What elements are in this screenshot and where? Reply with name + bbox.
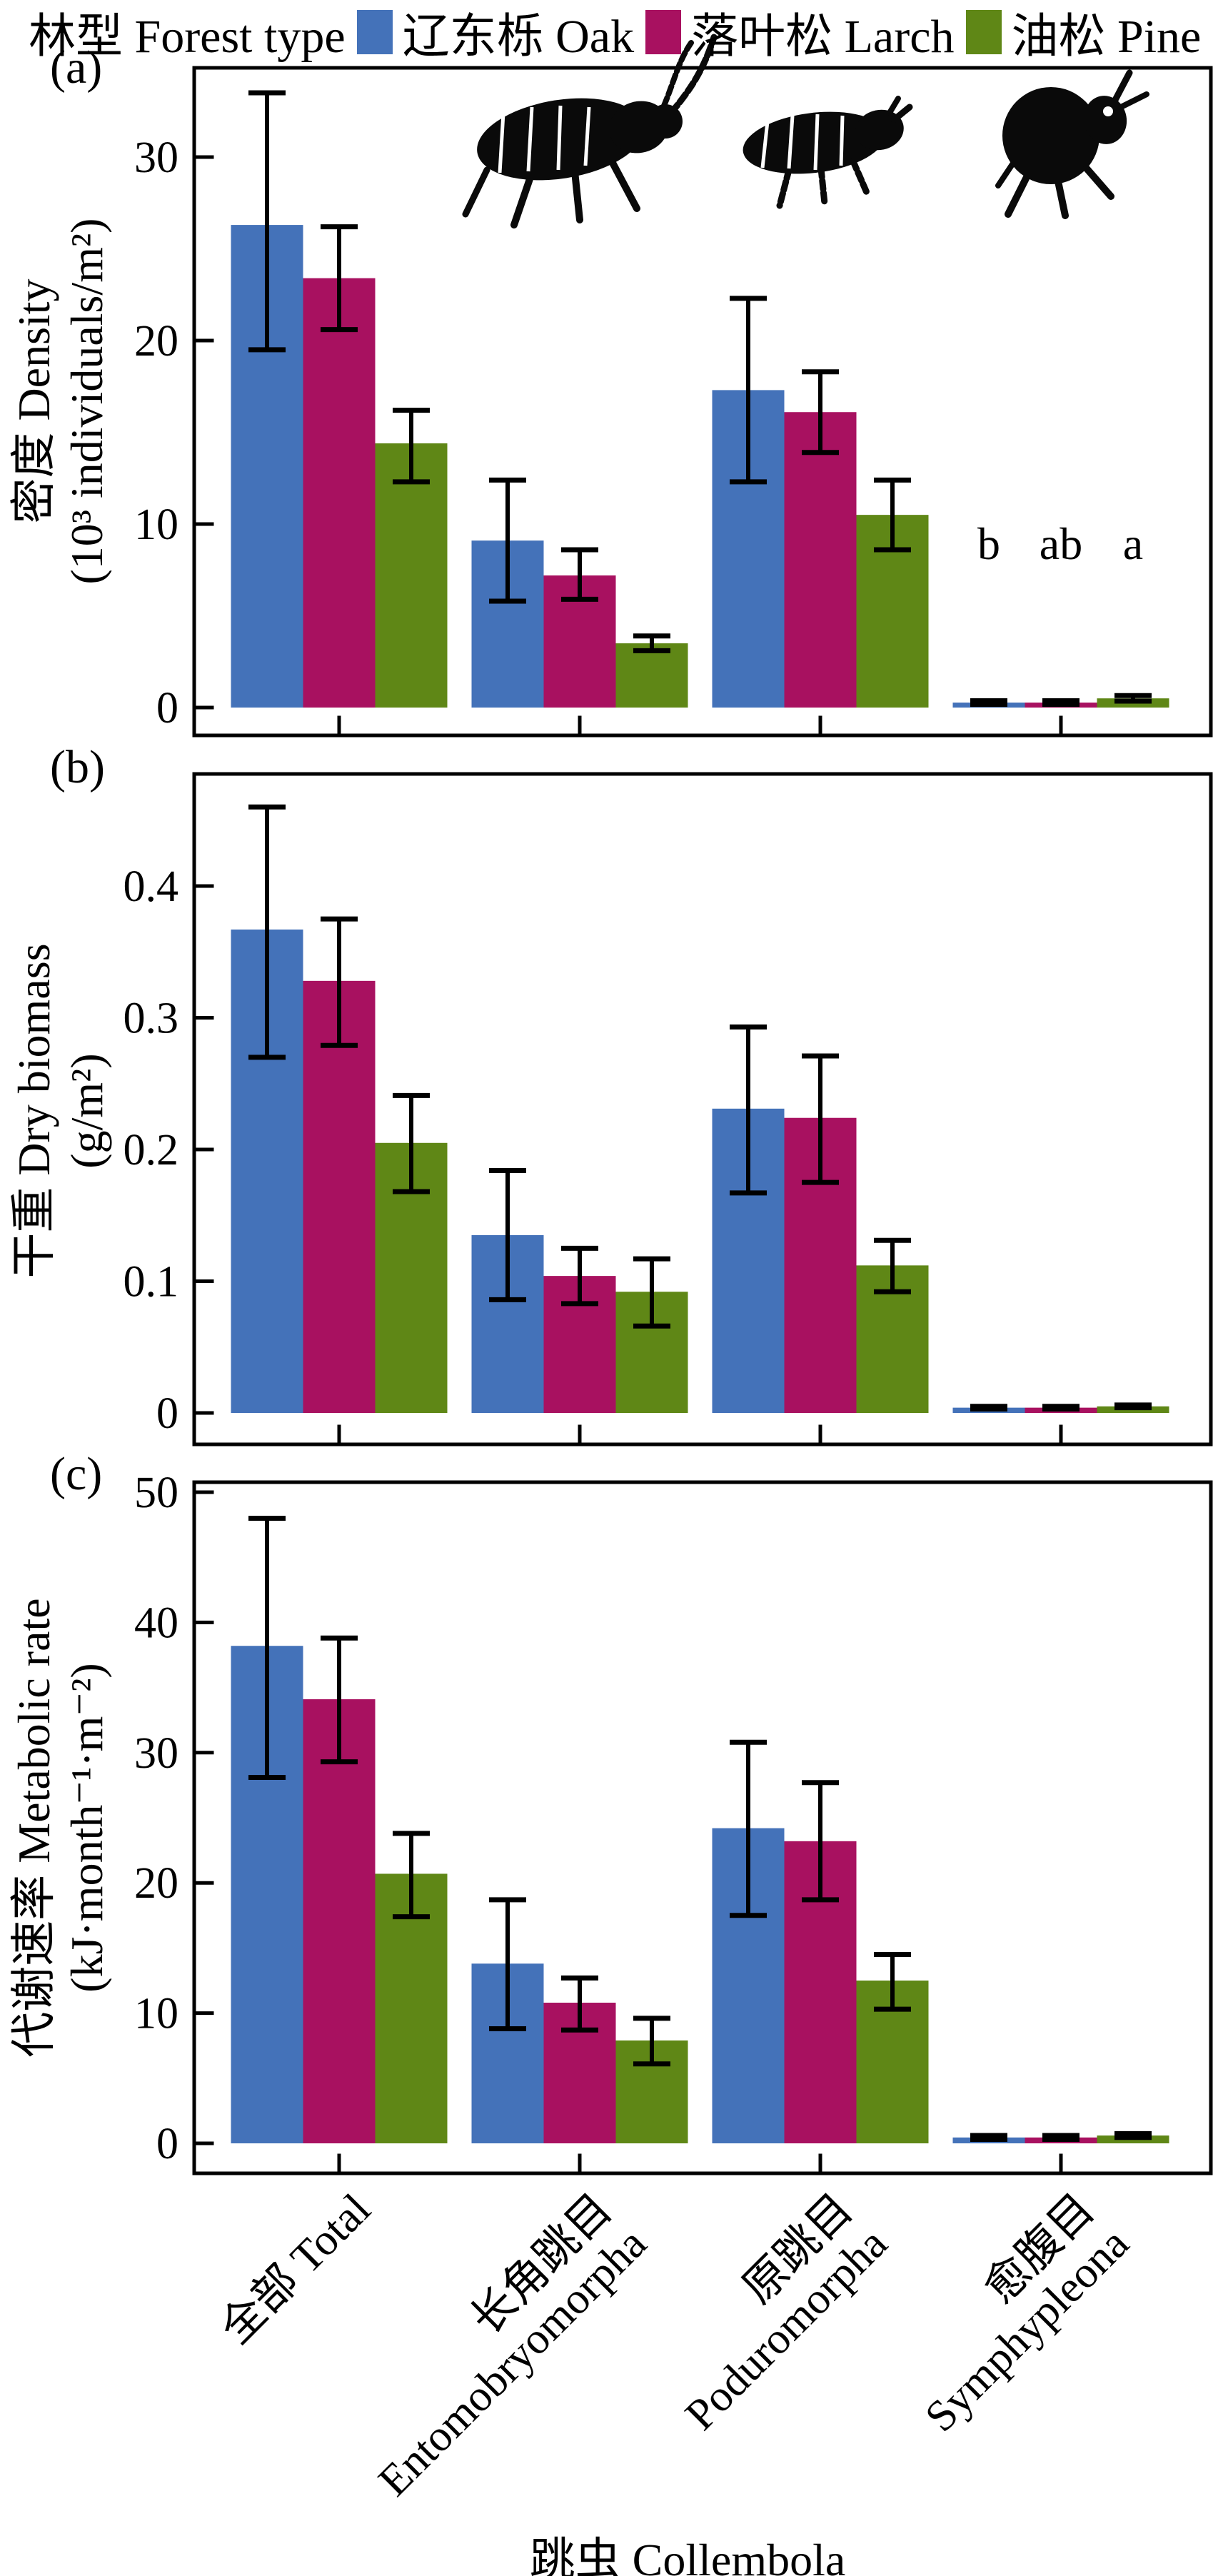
legend-label-larch: 落叶松 Larch <box>691 11 955 63</box>
y-tick-label: 50 <box>134 1469 178 1517</box>
y-axis-label-density: 密度 Density (10³ individuals/m²) <box>8 59 114 744</box>
y-tick-label: 0 <box>156 684 178 733</box>
panel-frame-(c) <box>192 1480 1213 2175</box>
entomobryomorpha-springtail-icon <box>462 34 718 228</box>
bar-(a)-g1-s2 <box>615 643 688 708</box>
bar-(a)-g0-s2 <box>375 443 448 708</box>
panel-frame-(b) <box>192 772 1213 1447</box>
y-axis-label-biomass-line2: (g/m²) <box>61 1053 112 1169</box>
y-axis-label-metabolic-line1: 代谢速率 Metabolic rate <box>9 1598 59 2058</box>
y-tick-label: 10 <box>134 1990 178 2038</box>
legend-title: 林型 Forest type <box>29 11 346 63</box>
legend-item-pine: 油松 Pine <box>965 0 1202 66</box>
y-tick-label: 0.3 <box>124 995 179 1043</box>
chart-legend: 林型 Forest type 辽东栎 Oak 落叶松 Larch 油松 Pine <box>29 1 1201 63</box>
y-tick-label: 20 <box>134 317 178 366</box>
y-tick-label: 40 <box>134 1599 178 1647</box>
legend-label-pine: 油松 Pine <box>1011 11 1202 63</box>
oak-color-swatch <box>356 10 393 54</box>
y-tick-label: 0.2 <box>124 1126 179 1174</box>
poduromorpha-springtail-icon <box>743 96 913 209</box>
bar-(a)-g2-s1 <box>784 412 857 708</box>
panel-label-c: (c) <box>50 1448 103 1500</box>
significance-letter: ab <box>1040 518 1082 569</box>
y-axis-label-metabolic: 代谢速率 Metabolic rate (kJ·month⁻¹·m⁻²) <box>8 1485 114 2170</box>
y-tick-label: 0 <box>156 2120 178 2168</box>
pine-color-swatch <box>965 10 1002 54</box>
y-tick-label: 0.1 <box>124 1258 179 1307</box>
legend-item-oak: 辽东栎 Oak <box>356 0 635 66</box>
y-tick-label: 30 <box>134 134 178 182</box>
panel-label-b: (b) <box>50 741 105 793</box>
y-axis-label-metabolic-line2: (kJ·month⁻¹·m⁻²) <box>61 1663 112 1993</box>
significance-letter: a <box>1123 518 1143 569</box>
symphypleona-springtail-icon <box>995 69 1149 219</box>
y-tick-label: 0 <box>156 1389 178 1438</box>
legend-item-larch: 落叶松 Larch <box>645 0 955 66</box>
legend-label-oak: 辽东栎 Oak <box>402 11 635 63</box>
bar-(a)-g0-s1 <box>303 278 376 708</box>
y-tick-label: 20 <box>134 1859 178 1908</box>
y-axis-label-density-line2: (10³ individuals/m²) <box>61 218 112 585</box>
y-tick-label: 30 <box>134 1729 178 1778</box>
y-axis-label-density-line1: 密度 Density <box>9 278 59 524</box>
significance-letter: b <box>977 518 1000 569</box>
bar-(b)-g0-s1 <box>303 980 376 1413</box>
y-tick-label: 0.4 <box>124 862 179 911</box>
x-axis-title: 跳虫 Collembola <box>529 2535 846 2576</box>
y-axis-label-biomass: 干重 Dry biomass (g/m²) <box>8 768 114 1454</box>
panel-label-a: (a) <box>50 41 103 94</box>
bar-(c)-g0-s1 <box>303 1699 376 2143</box>
y-tick-label: 10 <box>134 500 178 549</box>
larch-color-swatch <box>645 10 682 54</box>
y-axis-label-biomass-line1: 干重 Dry biomass <box>9 943 59 1279</box>
